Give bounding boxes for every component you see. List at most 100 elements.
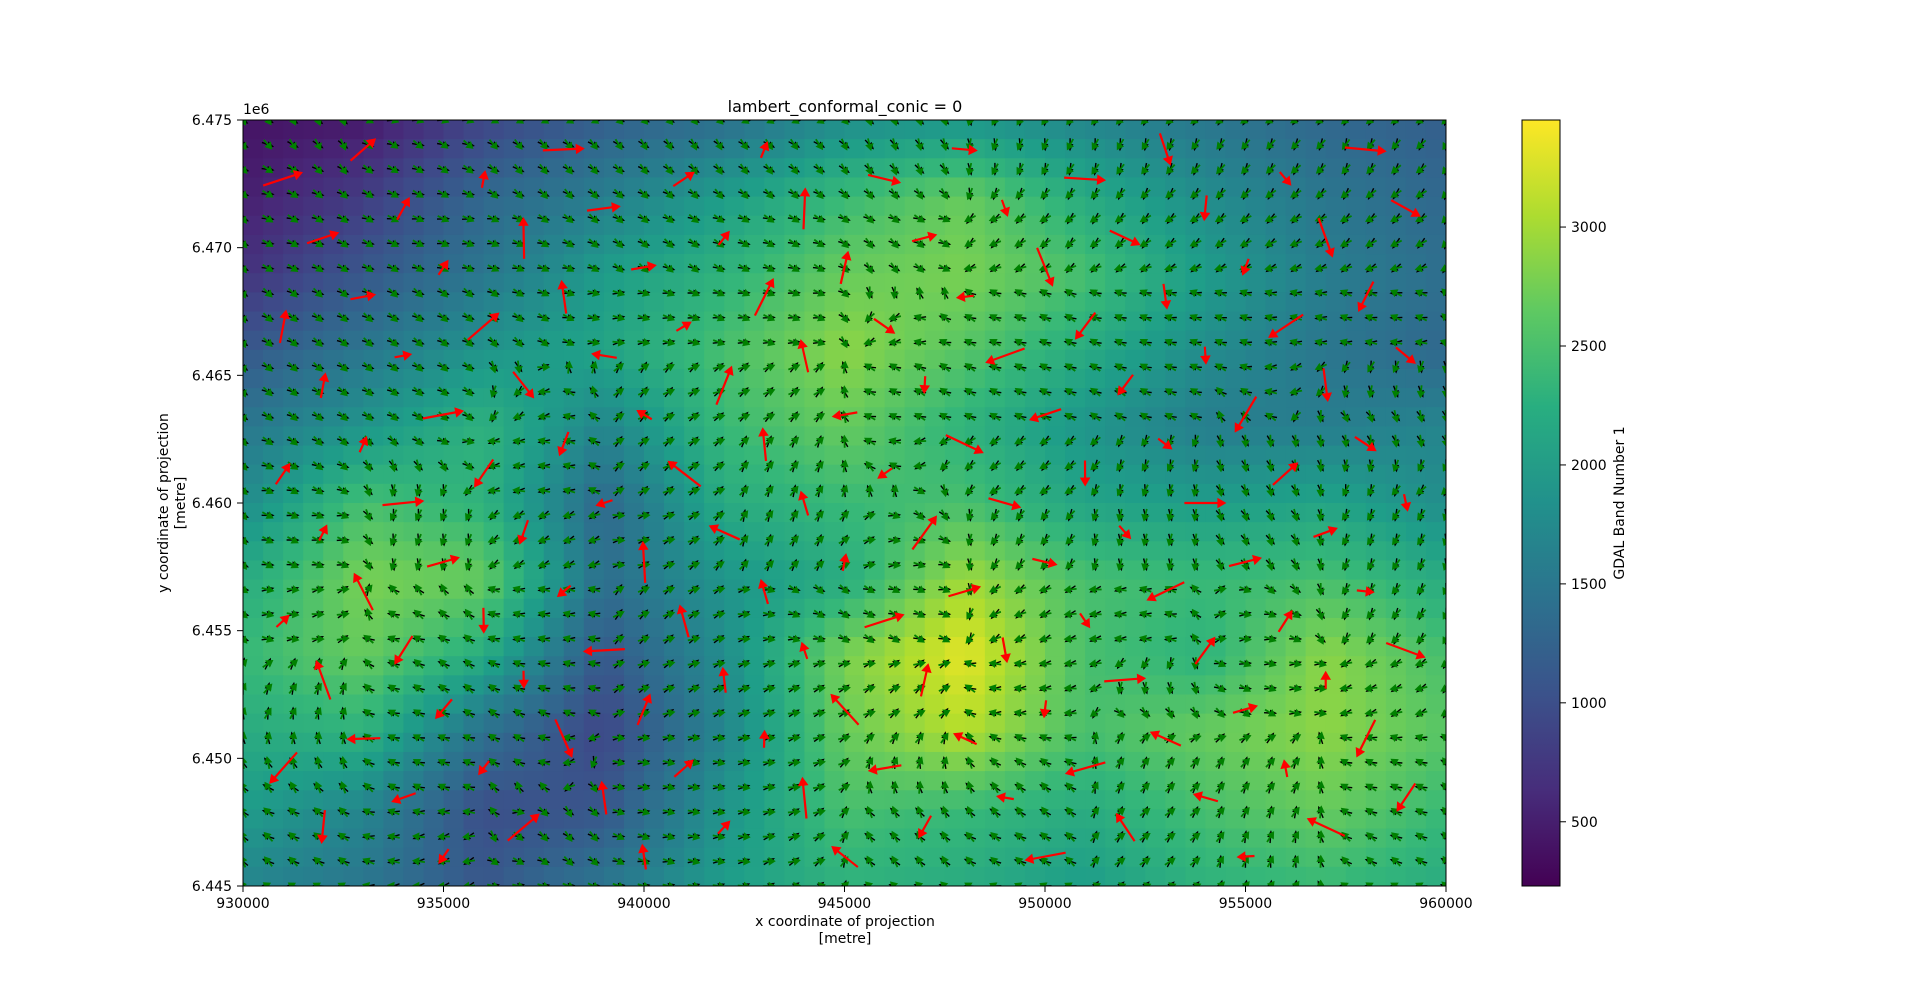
heatmap-cell [844,847,866,868]
heatmap-cell [1425,426,1446,447]
heatmap-cell [1245,809,1267,830]
quiver-arrow-green [938,659,951,668]
heatmap-cell [1125,388,1146,408]
quiver-arrow-green [1213,634,1227,644]
quiver-arrow-green [989,461,1002,470]
quiver-arrow-green [1239,734,1252,742]
heatmap-cell [844,790,866,810]
quiver-arrow-green [412,189,424,198]
heatmap-cell [443,579,465,600]
heatmap-cell [1045,158,1066,179]
heatmap-cell [784,617,805,638]
quiver-arrow-green [738,437,750,446]
quiver-arrow-green [840,410,849,424]
quiver-arrow-green [1391,485,1401,496]
quiver-arrow-green [262,263,274,272]
heatmap-cell [744,445,765,466]
heatmap-cell [1185,368,1206,389]
quiver-arrow-green [488,733,500,743]
heatmap-cell [1325,196,1347,217]
quiver-arrow-green [738,214,750,223]
quiver-arrow-green [989,437,1002,445]
quiver-arrow-green [438,312,449,323]
heatmap-cell [1305,254,1327,274]
quiver-arrow-green [588,487,600,495]
heatmap-cell [804,196,826,217]
heatmap-cell [1325,866,1347,886]
quiver-arrow-green [812,684,826,693]
heatmap-cell [623,675,645,696]
quiver-arrow-green [364,607,373,621]
quiver-arrow-green [1289,734,1302,742]
quiver-arrow-green [1088,263,1102,273]
quiver-arrow-green [687,733,701,742]
quiver-arrow-green [863,560,876,570]
heatmap-cell [1024,139,1046,159]
heatmap-cell [664,330,685,351]
heatmap-cell [1425,828,1446,849]
quiver-arrow-green [889,733,900,743]
heatmap-cell [443,617,465,638]
heatmap-cell [503,617,525,638]
heatmap-cell [864,196,886,217]
heatmap-cell [623,790,645,810]
heatmap-cell [1225,675,1247,696]
heatmap-cell [684,790,705,810]
quiver-arrow-green [262,536,274,544]
heatmap-cell [383,464,404,485]
heatmap-cell [363,617,384,638]
heatmap-cell [523,637,545,657]
quiver-arrow-green [388,287,398,298]
heatmap-cell [764,790,785,810]
heatmap-cell [1125,847,1146,868]
quiver-arrow-green [890,120,899,127]
quiver-arrow-green [387,214,399,223]
quiver-arrow-green [314,756,323,769]
heatmap-cell [443,368,465,389]
heatmap-cell [603,234,625,255]
quiver-arrow-green [1414,708,1428,718]
heatmap-cell [1325,349,1347,370]
heatmap-cell [884,445,906,466]
heatmap-cell [1265,196,1287,217]
heatmap-cell [944,503,966,523]
heatmap-cell [323,790,344,810]
chart-title: lambert_conformal_conic = 0 [728,97,963,117]
quiver-arrow-green [513,684,525,693]
heatmap-cell [403,234,425,255]
quiver-arrow-green [940,509,949,521]
quiver-arrow-green [940,138,949,152]
heatmap-cell [1285,196,1307,217]
heatmap-cell [964,120,986,140]
heatmap-cell [1305,120,1327,140]
heatmap-cell [844,139,866,159]
heatmap-cell [904,464,926,485]
heatmap-cell [724,847,745,868]
heatmap-cell [844,196,866,217]
quiver-arrow-green [338,411,348,422]
heatmap-cell [243,771,264,791]
heatmap-cell [1065,790,1086,810]
heatmap-cell [283,694,304,715]
quiver-arrow-green [389,558,398,571]
quiver-arrow-green [263,683,273,694]
quiver-arrow-green [1192,633,1200,645]
quiver-arrow-green [888,437,902,446]
heatmap-cell [724,617,745,638]
quiver-arrow-green [1190,164,1201,174]
heatmap-cell [383,368,404,389]
heatmap-cell [1345,388,1367,408]
heatmap-cell [824,809,846,830]
heatmap-cell [523,579,545,600]
heatmap-cell [443,158,465,179]
heatmap-cell [603,637,625,657]
heatmap-cell [904,656,926,676]
heatmap-cell [1245,407,1267,427]
quiver-arrow-green [787,684,801,693]
quiver-arrow-green [1089,289,1102,298]
quiver-arrow-green [1116,484,1125,497]
quiver-arrow-green [488,163,498,175]
heatmap-cell [704,617,725,638]
quiver-arrow-green [1316,558,1325,572]
quiver-arrow-green [587,659,601,668]
